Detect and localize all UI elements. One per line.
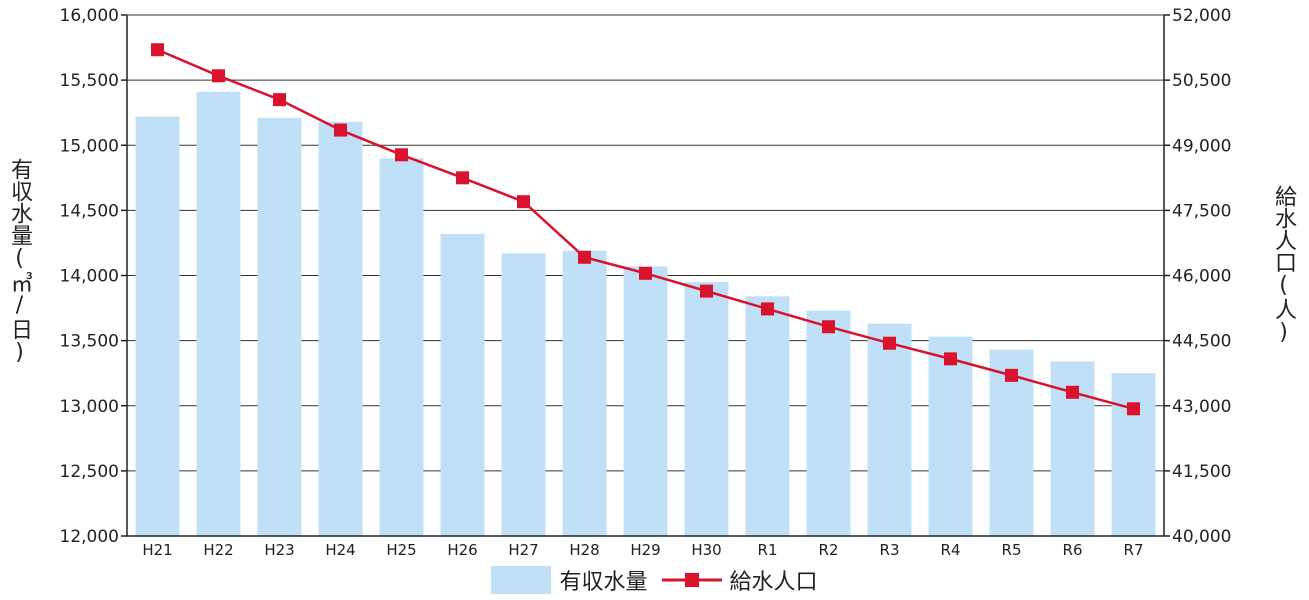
point-H23: [273, 93, 286, 107]
left-tick-label: 14,000: [60, 267, 119, 287]
x-tick-label: H21: [142, 541, 172, 559]
right-tick-label: 52,000: [1172, 6, 1231, 26]
chart: 16,000 15,500 15,000 14,500 14,000 13,500 13,0…: [60, 6, 1232, 559]
right-tick-label: 41,500: [1172, 462, 1231, 482]
point-H24: [334, 123, 347, 137]
left-tick-label: 14,500: [60, 201, 119, 221]
point-H25: [395, 148, 408, 162]
bar-R2: [806, 310, 851, 536]
left-axis-ticks: 16,000 15,500 15,000 14,500 14,000 13,500 13,0…: [60, 6, 127, 547]
bar-H21: [135, 116, 180, 536]
point-R7: [1127, 402, 1140, 416]
point-H30: [700, 284, 713, 298]
right-tick-label: 44,500: [1172, 332, 1231, 352]
x-tick-label: H26: [447, 541, 477, 559]
left-tick-label: 15,500: [60, 71, 119, 91]
right-tick-label: 47,500: [1172, 201, 1231, 221]
legend-bar-label: 有収水量: [559, 570, 648, 595]
left-tick-label: 15,000: [60, 136, 119, 156]
x-tick-label: H25: [386, 541, 416, 559]
bar-H29: [623, 266, 668, 536]
left-tick-label: 16,000: [60, 6, 119, 26]
bar-H27: [501, 253, 546, 537]
right-tick-label: 50,500: [1172, 71, 1231, 91]
right-tick-label: 43,000: [1172, 397, 1231, 417]
left-tick-label: 12,000: [60, 527, 119, 547]
point-H22: [212, 69, 225, 83]
point-R1: [761, 302, 774, 316]
point-H27: [517, 195, 530, 209]
right-tick-label: 49,000: [1172, 136, 1231, 156]
bar-R7: [1111, 373, 1156, 536]
left-tick-label: 13,500: [60, 332, 119, 352]
bar-H28: [562, 250, 607, 536]
left-tick-label: 13,000: [60, 397, 119, 417]
bar-series: [135, 91, 1156, 537]
x-tick-label: R7: [1124, 541, 1144, 559]
bar-H25: [379, 158, 424, 536]
x-tick-label: R3: [880, 541, 900, 559]
point-R6: [1066, 385, 1079, 399]
right-tick-label: 46,000: [1172, 267, 1231, 287]
legend-item-bar: 有収水量: [491, 564, 648, 596]
point-R3: [883, 336, 896, 350]
bar-H22: [196, 91, 241, 536]
right-tick-label: 40,000: [1172, 527, 1231, 547]
legend-line-swatch: [661, 573, 722, 587]
bar-H26: [440, 233, 485, 536]
bar-H30: [684, 282, 729, 536]
bar-H24: [318, 121, 363, 537]
x-tick-label: H27: [508, 541, 538, 559]
bar-R4: [928, 336, 973, 536]
left-axis-label: 有収水量(㎥/日): [7, 158, 32, 365]
legend: 有収水量 給水人口: [0, 563, 1309, 597]
bar-R3: [867, 323, 912, 536]
bar-R1: [745, 296, 790, 536]
x-tick-label: H23: [264, 541, 294, 559]
point-R2: [822, 320, 835, 334]
point-R5: [1005, 368, 1018, 382]
point-H21: [151, 43, 164, 57]
line-series: [151, 43, 1140, 416]
x-tick-label: R4: [941, 541, 961, 559]
legend-bar-swatch: [491, 566, 552, 594]
x-tick-label: R6: [1063, 541, 1083, 559]
legend-item-line: 給水人口: [661, 564, 818, 596]
point-H26: [456, 171, 469, 185]
x-tick-label: H30: [691, 541, 721, 559]
x-tick-label: R2: [819, 541, 839, 559]
x-tick-label: H24: [325, 541, 355, 559]
right-axis-label: 給水人口(人): [1271, 185, 1296, 345]
left-tick-label: 12,500: [60, 462, 119, 482]
x-tick-label: H22: [203, 541, 233, 559]
x-axis-ticks: H21 H22 H23 H24 H25 H26 H27 H28 H29 H30 R1 R2 R3 R4 R5…: [142, 541, 1143, 559]
x-tick-label: R1: [758, 541, 778, 559]
bar-H23: [257, 117, 302, 537]
x-tick-label: R5: [1002, 541, 1022, 559]
point-R4: [944, 352, 957, 366]
x-tick-label: H28: [569, 541, 599, 559]
legend-line-label: 給水人口: [729, 570, 818, 595]
point-H29: [639, 266, 652, 280]
right-axis-ticks: 52,000 50,500 49,000 47,500 46,000 44,500 43,0…: [1164, 6, 1231, 547]
point-H28: [578, 250, 591, 264]
x-tick-label: H29: [630, 541, 660, 559]
